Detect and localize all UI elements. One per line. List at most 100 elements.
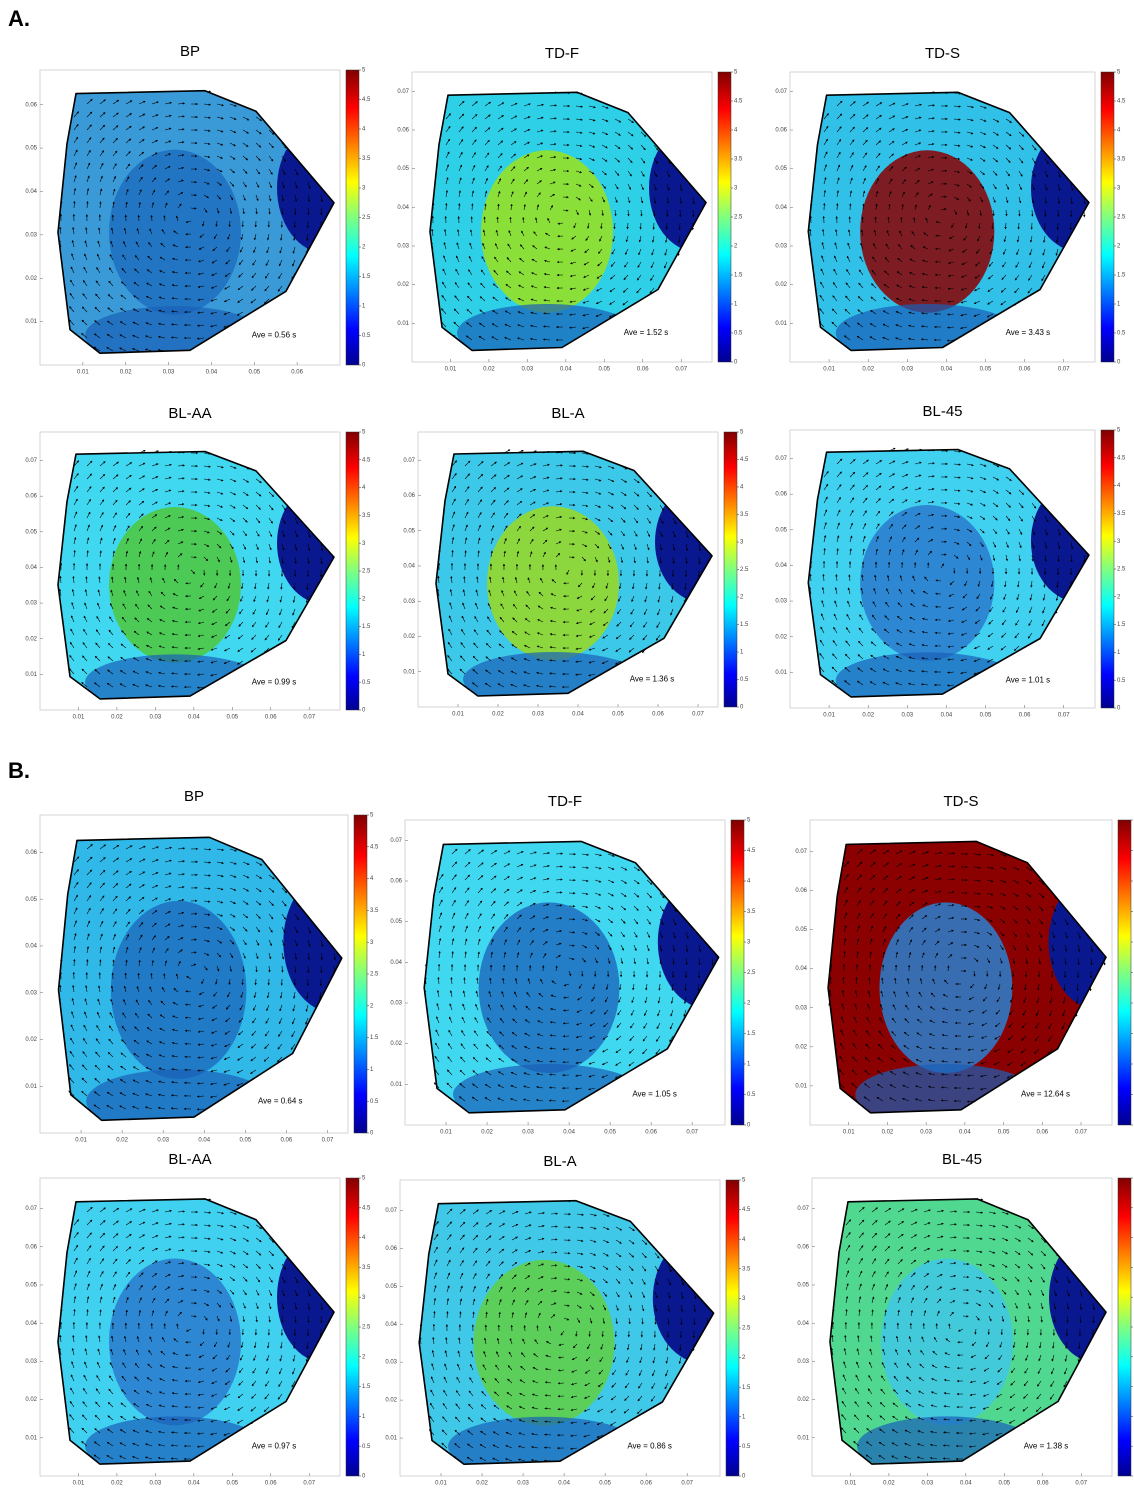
colorbar-tick-label: 0.5 (742, 1444, 751, 1450)
colorbar-tick-label: 1 (734, 302, 738, 308)
x-tick-label: 0.06 (265, 715, 277, 721)
colorbar (724, 432, 737, 707)
colorbar-tick-label: 3.5 (362, 513, 371, 519)
colorbar-tick-label: 0.5 (1117, 678, 1126, 684)
x-tick-label: 0.06 (1019, 713, 1031, 719)
x-tick-label: 0.04 (188, 1481, 200, 1487)
x-tick-label: 0.05 (604, 1130, 616, 1136)
y-tick-label: 0.02 (25, 1037, 37, 1043)
colorbar-tick-label: 4.5 (362, 1205, 371, 1211)
x-tick-label: 0.01 (73, 715, 85, 721)
y-tick-label: 0.01 (25, 1435, 37, 1441)
colorbar-tick-label: 2.5 (1117, 215, 1126, 221)
x-tick-label: 0.02 (862, 367, 874, 373)
y-tick-label: 0.02 (775, 634, 787, 640)
colorbar-tick-label: 1.5 (1117, 273, 1126, 279)
annotation: Ave = 12.64 s (1021, 1090, 1070, 1099)
x-tick-label: 0.02 (862, 713, 874, 719)
panel-title: BL-A (551, 405, 584, 422)
flow-region (109, 507, 241, 663)
flow-region (109, 150, 241, 315)
colorbar-tick-label: 0 (1117, 706, 1121, 712)
colorbar-tick-label: 5 (747, 818, 751, 824)
panel-title: BL-AA (168, 405, 211, 422)
x-tick-label: 0.03 (920, 1130, 932, 1136)
panel: BPAve = 0.64 s0.010.020.030.040.050.060.… (25, 788, 382, 1144)
y-tick-label: 0.01 (397, 321, 409, 327)
colorbar-tick-label: 2 (740, 595, 744, 601)
colorbar-tick-label: 4.5 (1117, 455, 1126, 461)
x-tick-label: 0.06 (637, 367, 649, 373)
colorbar-tick-label: 1.5 (742, 1385, 751, 1391)
colorbar-tick-label: 5 (1117, 70, 1121, 76)
annotation: Ave = 0.56 s (252, 331, 297, 340)
colorbar-tick-label: 2 (362, 596, 366, 602)
colorbar-tick-label: 3 (734, 186, 738, 192)
x-tick-label: 0.04 (959, 1130, 971, 1136)
colorbar-tick-label: 1 (742, 1414, 746, 1420)
x-tick-label: 0.01 (452, 712, 464, 718)
annotation: Ave = 1.05 s (632, 1090, 677, 1099)
flow-region (860, 150, 994, 312)
colorbar-tick-label: 0 (1117, 360, 1121, 366)
x-tick-label: 0.02 (476, 1481, 488, 1487)
y-tick-label: 0.04 (385, 1322, 397, 1328)
colorbar-tick-label: 3 (370, 940, 374, 946)
colorbar-tick-label: 3.5 (742, 1266, 751, 1272)
x-tick-label: 0.05 (239, 1138, 251, 1144)
y-tick-label: 0.02 (795, 1044, 807, 1050)
colorbar (731, 820, 744, 1125)
annotation: Ave = 3.43 s (1006, 328, 1051, 337)
y-tick-label: 0.01 (385, 1436, 397, 1442)
colorbar (346, 70, 359, 365)
colorbar-tick-label: 0.5 (362, 333, 371, 339)
y-tick-label: 0.03 (25, 990, 37, 996)
y-tick-label: 0.04 (795, 966, 807, 972)
colorbar-tick-label: 0.5 (370, 1099, 379, 1105)
colorbar-tick-label: 2 (742, 1355, 746, 1361)
x-tick-label: 0.02 (120, 370, 132, 376)
colorbar-tick-label: 4.5 (747, 848, 756, 854)
x-tick-label: 0.06 (1037, 1481, 1049, 1487)
y-tick-label: 0.02 (797, 1397, 809, 1403)
colorbar-tick-label: 1.5 (740, 622, 749, 628)
colorbar-tick-label: 0 (362, 363, 366, 369)
x-tick-label: 0.02 (111, 715, 123, 721)
x-tick-label: 0.04 (198, 1138, 210, 1144)
y-tick-label: 0.04 (25, 189, 37, 195)
colorbar-tick-label: 1.5 (362, 274, 371, 280)
y-tick-label: 0.04 (25, 944, 37, 950)
y-tick-label: 0.05 (775, 527, 787, 533)
x-tick-label: 0.03 (150, 715, 162, 721)
colorbar-tick-label: 2.5 (362, 1325, 371, 1331)
panel: BPAve = 0.56 s0.010.020.030.040.050.060.… (25, 43, 373, 376)
x-tick-label: 0.05 (998, 1481, 1010, 1487)
y-tick-label: 0.03 (25, 601, 37, 607)
y-tick-label: 0.02 (390, 1041, 402, 1047)
y-tick-label: 0.06 (795, 888, 807, 894)
y-tick-label: 0.05 (25, 146, 37, 152)
colorbar (346, 1178, 359, 1476)
colorbar-tick-label: 0 (740, 705, 744, 711)
x-tick-label: 0.07 (692, 712, 704, 718)
x-tick-label: 0.07 (1058, 713, 1070, 719)
y-tick-label: 0.05 (403, 528, 415, 534)
x-tick-label: 0.01 (73, 1481, 85, 1487)
y-tick-label: 0.07 (775, 456, 787, 462)
colorbar-tick-label: 2 (362, 1354, 366, 1360)
x-tick-label: 0.03 (157, 1138, 169, 1144)
colorbar-tick-label: 3.5 (1117, 511, 1126, 517)
panel-title: TD-S (925, 45, 960, 62)
y-tick-label: 0.04 (775, 563, 787, 569)
colorbar-tick-label: 2.5 (362, 569, 371, 575)
colorbar-tick-label: 4.5 (370, 844, 379, 850)
y-tick-label: 0.03 (775, 244, 787, 250)
x-tick-label: 0.07 (303, 1481, 315, 1487)
colorbar-tick-label: 0.5 (747, 1092, 756, 1098)
y-tick-label: 0.03 (25, 232, 37, 238)
y-tick-label: 0.02 (403, 634, 415, 640)
x-tick-label: 0.03 (163, 370, 175, 376)
y-tick-label: 0.01 (795, 1083, 807, 1089)
y-tick-label: 0.01 (25, 1084, 37, 1090)
y-tick-label: 0.01 (25, 319, 37, 325)
